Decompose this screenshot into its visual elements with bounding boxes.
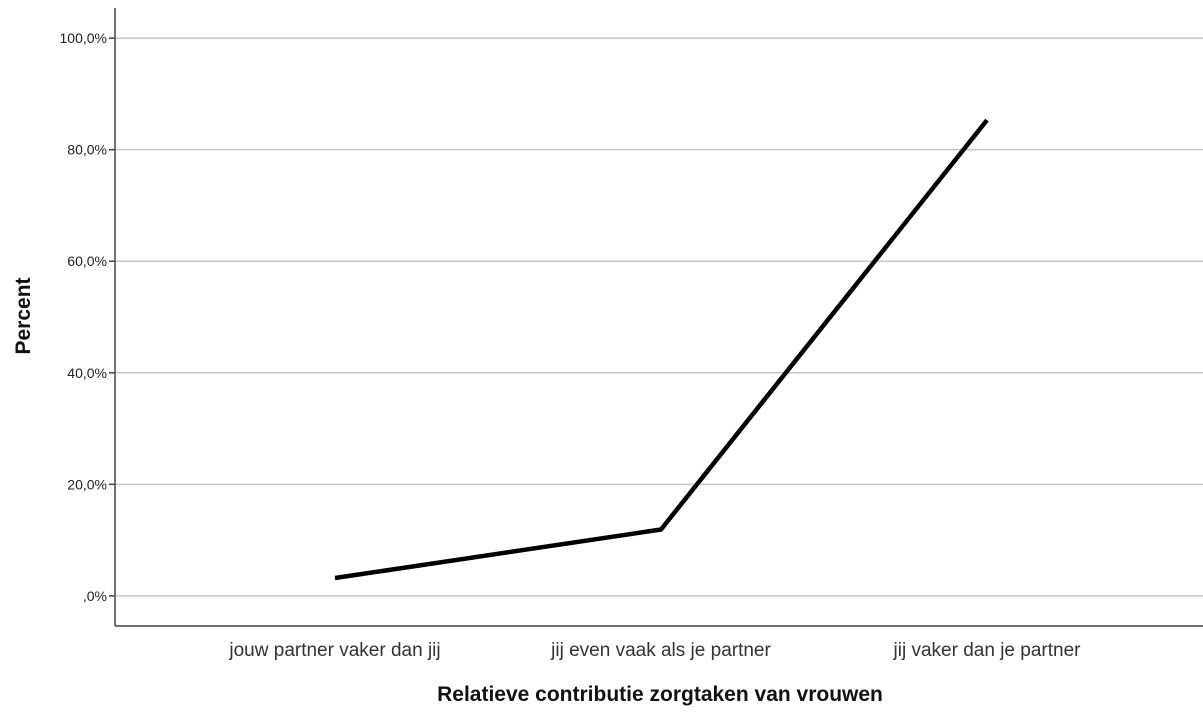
x-tick-label: jouw partner vaker dan jij	[228, 640, 440, 661]
x-tick-label: jij even vaak als je partner	[550, 640, 771, 661]
series	[335, 120, 987, 578]
axes	[115, 8, 1203, 626]
y-axis-title: Percent	[12, 277, 35, 354]
x-tick-labels: jouw partner vaker dan jij jij even vaak …	[228, 640, 1081, 661]
gridlines	[115, 38, 1203, 596]
y-tick-labels: ,0% 20,0% 40,0% 60,0% 80,0% 100,0%	[60, 30, 115, 604]
x-tick-label: jij vaker dan je partner	[893, 640, 1082, 661]
y-tick-label: 20,0%	[67, 476, 107, 492]
series-line	[335, 120, 987, 578]
y-tick-label: 80,0%	[67, 142, 107, 158]
y-tick-label: 40,0%	[67, 365, 107, 381]
y-tick-label: 60,0%	[67, 253, 107, 269]
y-tick-label: ,0%	[83, 588, 107, 604]
y-tick-label: 100,0%	[60, 30, 107, 46]
x-axis-title: Relatieve contributie zorgtaken van vrou…	[437, 683, 883, 706]
